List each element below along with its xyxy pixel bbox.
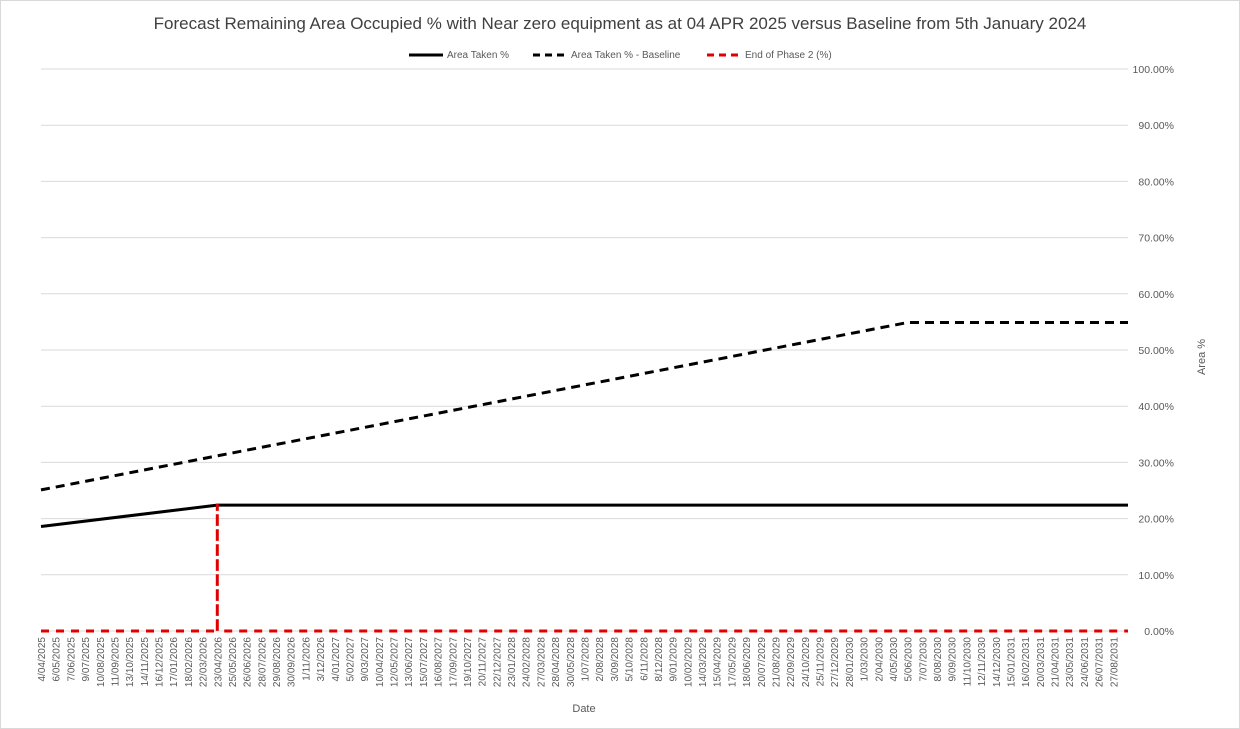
x-tick-label: 29/08/2026 bbox=[272, 637, 283, 687]
y-tick-label: 0.00% bbox=[1144, 626, 1174, 638]
x-tick-label: 20/07/2029 bbox=[757, 637, 768, 687]
x-tick-label: 24/02/2028 bbox=[522, 637, 533, 687]
y-axis-title: Area % bbox=[1196, 339, 1208, 375]
x-tick-label: 16/02/2031 bbox=[1021, 637, 1032, 687]
x-tick-label: 7/07/2030 bbox=[918, 637, 929, 682]
y-tick-label: 70.00% bbox=[1138, 233, 1174, 245]
x-tick-label: 20/03/2031 bbox=[1036, 637, 1047, 687]
x-tick-label: 28/01/2030 bbox=[845, 637, 856, 687]
gridlines bbox=[41, 68, 1128, 632]
y-tick-label: 60.00% bbox=[1138, 289, 1174, 301]
x-tick-label: 9/09/2030 bbox=[948, 637, 959, 682]
x-tick-label: 12/11/2030 bbox=[977, 637, 988, 687]
x-tick-label: 11/10/2030 bbox=[962, 637, 973, 687]
x-tick-label: 25/11/2029 bbox=[816, 637, 827, 687]
x-tick-label: 4/04/2025 bbox=[37, 637, 48, 682]
x-tick-label: 27/03/2028 bbox=[536, 637, 547, 687]
x-axis-title: Date bbox=[572, 703, 595, 715]
x-tick-label: 24/10/2029 bbox=[801, 637, 812, 687]
x-tick-label: 10/08/2025 bbox=[96, 637, 107, 687]
x-tick-label: 23/04/2026 bbox=[213, 637, 224, 687]
x-tick-label: 30/05/2028 bbox=[566, 637, 577, 687]
x-tick-label: 17/09/2027 bbox=[448, 637, 459, 687]
x-tick-label: 2/04/2030 bbox=[874, 637, 885, 682]
x-tick-label: 10/04/2027 bbox=[375, 637, 386, 687]
x-tick-label: 16/12/2025 bbox=[155, 637, 166, 687]
y-tick-label: 40.00% bbox=[1138, 401, 1174, 413]
x-tick-label: 27/12/2029 bbox=[830, 637, 841, 687]
x-tick-label: 10/02/2029 bbox=[683, 637, 694, 687]
y-tick-label: 20.00% bbox=[1138, 514, 1174, 526]
x-tick-label: 14/03/2029 bbox=[698, 637, 709, 687]
x-tick-label: 9/07/2025 bbox=[81, 637, 92, 682]
y-tick-label: 90.00% bbox=[1138, 120, 1174, 132]
x-tick-label: 13/06/2027 bbox=[404, 637, 415, 687]
y-tick-label: 10.00% bbox=[1138, 570, 1174, 582]
x-tick-label: 17/05/2029 bbox=[727, 637, 738, 687]
x-tick-label: 5/02/2027 bbox=[346, 637, 357, 682]
legend-label: End of Phase 2 (%) bbox=[745, 50, 832, 61]
y-tick-label: 50.00% bbox=[1138, 345, 1174, 357]
x-tick-label: 18/02/2026 bbox=[184, 637, 195, 687]
y-tick-label: 30.00% bbox=[1138, 457, 1174, 469]
x-tick-label: 12/05/2027 bbox=[390, 637, 401, 687]
x-tick-label: 15/07/2027 bbox=[419, 637, 430, 687]
series-lines bbox=[40, 321, 1128, 633]
x-tick-label: 23/05/2031 bbox=[1065, 637, 1076, 687]
x-tick-label: 24/06/2031 bbox=[1080, 637, 1091, 687]
x-axis-ticks: 4/04/2025 6/05/2025 7/06/2025 9/07/2025 10/0… bbox=[37, 637, 1120, 687]
x-tick-label: 5/10/2028 bbox=[625, 637, 636, 682]
x-tick-label: 14/12/2030 bbox=[992, 637, 1003, 687]
x-tick-label: 2/08/2028 bbox=[595, 637, 606, 682]
x-tick-label: 13/10/2025 bbox=[125, 637, 136, 687]
x-tick-label: 5/06/2030 bbox=[904, 637, 915, 682]
x-tick-label: 22/03/2026 bbox=[199, 637, 210, 687]
x-tick-label: 26/06/2026 bbox=[243, 637, 254, 687]
x-tick-label: 27/08/2031 bbox=[1109, 637, 1120, 687]
x-tick-label: 17/01/2026 bbox=[169, 637, 180, 687]
x-tick-label: 1/11/2026 bbox=[301, 637, 312, 681]
x-tick-label: 14/11/2025 bbox=[140, 637, 151, 687]
x-tick-label: 1/07/2028 bbox=[581, 637, 592, 682]
legend: Area Taken % Area Taken % - Baseline End o… bbox=[409, 50, 832, 61]
x-tick-label: 4/01/2027 bbox=[331, 637, 342, 682]
y-tick-label: 100.00% bbox=[1133, 64, 1174, 76]
x-tick-label: 11/09/2025 bbox=[110, 637, 121, 687]
x-tick-label: 25/05/2026 bbox=[228, 637, 239, 687]
legend-label: Area Taken % bbox=[447, 50, 509, 61]
x-tick-label: 3/09/2028 bbox=[610, 637, 621, 682]
x-tick-label: 18/06/2029 bbox=[742, 637, 753, 687]
x-tick-label: 9/03/2027 bbox=[360, 637, 371, 682]
x-tick-label: 20/11/2027 bbox=[478, 637, 489, 687]
x-tick-label: 3/12/2026 bbox=[316, 637, 327, 682]
x-tick-label: 28/04/2028 bbox=[551, 637, 562, 687]
series-line bbox=[40, 503, 1128, 528]
y-tick-label: 80.00% bbox=[1138, 176, 1174, 188]
x-tick-label: 21/04/2031 bbox=[1051, 637, 1062, 687]
x-tick-label: 8/12/2028 bbox=[654, 637, 665, 682]
series-line bbox=[41, 503, 1128, 633]
x-tick-label: 26/07/2031 bbox=[1095, 637, 1106, 687]
x-tick-label: 7/06/2025 bbox=[66, 637, 77, 682]
x-tick-label: 6/11/2028 bbox=[639, 637, 650, 681]
x-tick-label: 8/08/2030 bbox=[933, 637, 944, 682]
x-tick-label: 22/12/2027 bbox=[492, 637, 503, 687]
chart-title: Forecast Remaining Area Occupied % with … bbox=[154, 14, 1087, 33]
x-tick-label: 30/09/2026 bbox=[287, 637, 298, 687]
x-tick-label: 22/09/2029 bbox=[786, 637, 797, 687]
x-tick-label: 15/01/2031 bbox=[1007, 637, 1018, 687]
legend-label: Area Taken % - Baseline bbox=[571, 50, 681, 61]
x-tick-label: 23/01/2028 bbox=[507, 637, 518, 687]
x-tick-label: 9/01/2029 bbox=[669, 637, 680, 682]
x-tick-label: 16/08/2027 bbox=[434, 637, 445, 687]
x-tick-label: 15/04/2029 bbox=[713, 637, 724, 687]
x-tick-label: 4/05/2030 bbox=[889, 637, 900, 682]
x-tick-label: 19/10/2027 bbox=[463, 637, 474, 687]
y-axis-ticks: 0.00% 10.00% 20.00% 30.00% 40.00% 50.00% 60.00… bbox=[1133, 64, 1174, 638]
x-tick-label: 28/07/2026 bbox=[257, 637, 268, 687]
x-tick-label: 6/05/2025 bbox=[52, 637, 63, 682]
x-tick-label: 21/08/2029 bbox=[772, 637, 783, 687]
x-tick-label: 1/03/2030 bbox=[860, 637, 871, 682]
